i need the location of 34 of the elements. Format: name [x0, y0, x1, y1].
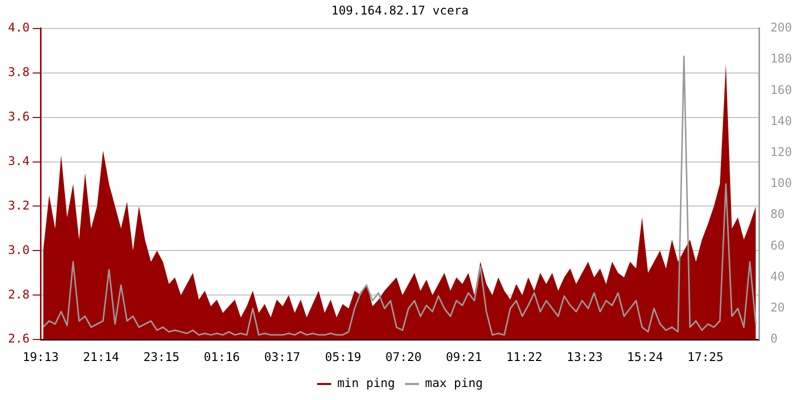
- x-tick-label: 21:14: [83, 350, 120, 364]
- x-tick-label: 09:21: [446, 350, 482, 364]
- y2-tick-label: 160: [770, 82, 792, 97]
- x-tick-label: 01:16: [204, 350, 240, 364]
- y2-tick-label: 100: [770, 176, 792, 190]
- y2-tick-label: 180: [770, 52, 792, 66]
- y2-tick-label: 80: [770, 207, 785, 222]
- x-tick-label: 15:24: [626, 350, 664, 364]
- x-tick-label: 23:15: [143, 350, 180, 364]
- y2-tick-label: 60: [770, 238, 785, 252]
- legend-label: min ping: [337, 376, 395, 390]
- legend-label: max ping: [425, 376, 483, 390]
- y-tick-label: 3.4: [8, 154, 30, 168]
- x-tick-label: 03:17: [264, 350, 300, 364]
- y-tick-label: 2.6: [8, 332, 30, 346]
- y2-tick-label: 200: [770, 20, 792, 35]
- x-tick-label: 19:13: [22, 350, 59, 364]
- x-tick-label: 07:20: [385, 350, 422, 364]
- y-tick-label: 3.2: [8, 198, 30, 212]
- x-tick-label: 05:19: [325, 350, 362, 364]
- y-tick-label: 4.0: [8, 20, 30, 35]
- y2-tick-label: 140: [770, 114, 792, 128]
- y2-tick-label: 40: [770, 269, 785, 284]
- y2-tick-label: 120: [770, 145, 792, 160]
- y-tick-label: 3.6: [8, 109, 30, 124]
- chart-title: 109.164.82.17 vcera: [331, 3, 469, 18]
- y2-tick-label: 20: [770, 300, 785, 315]
- y-tick-label: 3.8: [8, 64, 30, 79]
- y-tick-label: 2.8: [8, 287, 30, 302]
- x-tick-label: 11:22: [506, 350, 542, 364]
- y-tick-label: 3.0: [8, 242, 30, 257]
- x-tick-label: 13:23: [566, 350, 603, 364]
- y2-tick-label: 0: [770, 332, 778, 346]
- x-tick-label: 17:25: [687, 350, 724, 364]
